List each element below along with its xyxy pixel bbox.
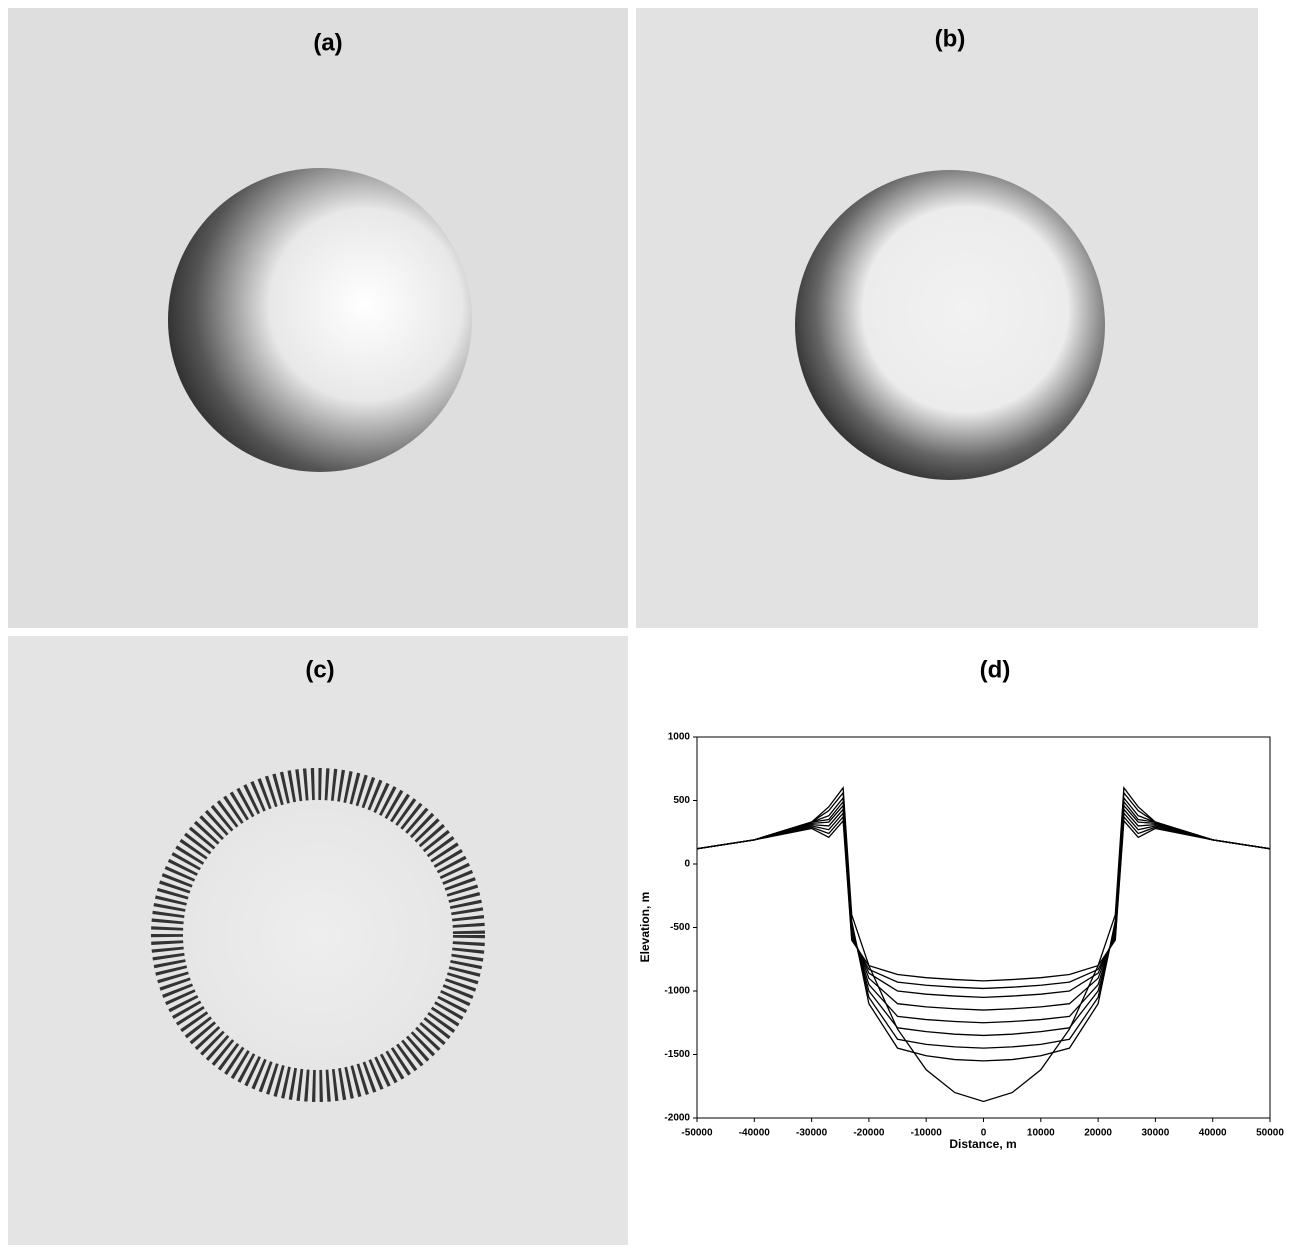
panel-a: (a) [8, 8, 628, 628]
x-tick-label: 0 [981, 1128, 987, 1139]
profile-line [697, 817, 1270, 988]
x-axis-title: Distance, m [949, 1137, 1016, 1151]
x-tick-label: 20000 [1084, 1128, 1112, 1139]
panel-c: (c) [8, 636, 628, 1245]
y-axis-title: Elevation, m [638, 892, 652, 963]
profile-line [697, 802, 1270, 1036]
panel-d: (d) Distance, m Elevation, m -2000 -1500 -… [638, 656, 1284, 1151]
panel-label: (b) [935, 25, 966, 52]
panel-b: (b) [636, 8, 1258, 628]
y-tick-label: 0 [684, 859, 690, 870]
y-tick-label: -2000 [664, 1113, 690, 1124]
y-tick-label: -1000 [664, 986, 690, 997]
x-tick-label: -50000 [681, 1128, 713, 1139]
x-tick-label: -20000 [853, 1128, 885, 1139]
x-tick-label: 10000 [1027, 1128, 1055, 1139]
x-tick-label: 30000 [1141, 1128, 1169, 1139]
y-tick-label: 1000 [668, 732, 691, 743]
profile-line [697, 809, 1270, 1010]
profile-line [697, 788, 1270, 1102]
panel-label: (a) [313, 29, 342, 56]
y-tick-label: 500 [673, 795, 690, 806]
profile-line [697, 813, 1270, 997]
panel-label: (c) [305, 656, 334, 683]
y-tick-label: -500 [670, 922, 690, 933]
chart-title: (d) [980, 656, 1011, 683]
x-tick-label: -40000 [739, 1128, 771, 1139]
profile-line [697, 806, 1270, 1023]
crater [168, 168, 472, 472]
figure: (a) (b) (c) (d) Distance, m Elevation, m… [0, 0, 1296, 1251]
x-tick-label: -10000 [911, 1128, 943, 1139]
x-tick-label: 50000 [1256, 1128, 1284, 1139]
y-tick-label: -1500 [664, 1049, 690, 1060]
x-tick-label: 40000 [1199, 1128, 1227, 1139]
crater [795, 170, 1105, 480]
x-tick-label: -30000 [796, 1128, 828, 1139]
profile-line [697, 821, 1270, 981]
crater-floor [183, 800, 453, 1070]
